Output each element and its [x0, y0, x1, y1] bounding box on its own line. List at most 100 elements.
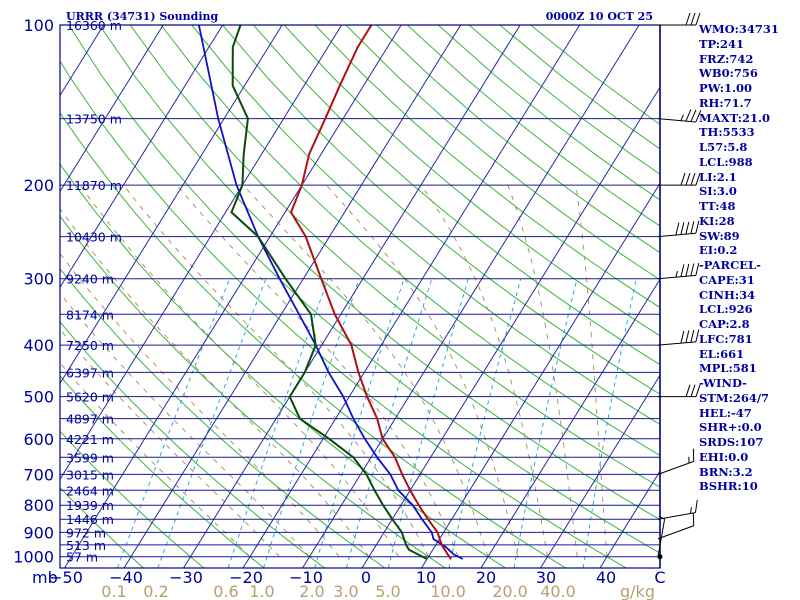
isotherm — [361, 86, 660, 568]
index-value: EL:661 — [699, 346, 745, 361]
isotherm — [242, 25, 581, 568]
mixing-ratio-line — [345, 278, 433, 568]
height-label: 13750 m — [66, 112, 122, 127]
index-value: EHI:0.0 — [699, 449, 749, 464]
index-value: SRDS:107 — [699, 435, 764, 449]
mixing-ratio-label: 10.0 — [430, 582, 466, 600]
height-label: 11870 m — [66, 178, 122, 193]
mixing-ratio-line — [448, 278, 522, 568]
index-value: SI:3.0 — [699, 184, 737, 199]
temperature-profile — [289, 25, 452, 560]
index-value: BSHR:10 — [699, 479, 758, 494]
pressure-tick-label: 200 — [23, 176, 54, 195]
dry-adiabat — [314, 25, 660, 309]
pressure-tick-label: 700 — [23, 465, 54, 484]
index-value: HEL:-47 — [699, 405, 752, 420]
height-label: 6397 m — [66, 365, 114, 380]
dry-adiabat — [253, 25, 660, 366]
isotherm — [183, 25, 521, 568]
wind-barb — [657, 448, 695, 475]
index-value: TT:48 — [699, 199, 736, 213]
isotherm — [0, 25, 44, 568]
isotherm — [60, 25, 224, 289]
mixing-ratio-label: 3.0 — [333, 582, 358, 600]
height-label: 4221 m — [66, 432, 114, 447]
dry-adiabat — [283, 25, 660, 337]
mixing-ratio-unit: g/kg — [620, 582, 655, 600]
isotherm — [60, 25, 283, 385]
temperature-tick-label: 0 — [361, 568, 371, 587]
temperature-tick-label: −10 — [289, 568, 323, 587]
moist-adiabat — [60, 252, 340, 557]
mixing-ratio-line — [227, 278, 329, 568]
index-value: BRN:3.2 — [699, 464, 753, 479]
mixing-ratio-line — [263, 278, 360, 568]
index-value: TH:5533 — [699, 125, 755, 140]
dry-adiabat — [60, 321, 325, 568]
pressure-tick-label: 100 — [23, 16, 54, 35]
moist-adiabat — [420, 184, 548, 557]
wind-barb — [657, 329, 700, 346]
moist-adiabat — [575, 185, 608, 557]
sounding-time: 0000Z 10 OCT 25 — [546, 10, 653, 23]
wind-barb — [658, 12, 701, 26]
temperature-tick-label: 40 — [596, 568, 616, 587]
pressure-tick-label: 1000 — [13, 548, 54, 567]
height-label: 4897 m — [66, 412, 114, 427]
wind-barb — [657, 513, 695, 540]
wind-barb — [658, 172, 701, 186]
index-value: WB0:756 — [699, 66, 758, 81]
isotherm — [302, 25, 640, 568]
height-label: 3015 m — [66, 467, 114, 482]
index-value: -PARCEL- — [699, 258, 761, 272]
mixing-ratio-line — [314, 278, 405, 568]
wind-barb — [657, 109, 702, 123]
index-value: L57:5.8 — [699, 140, 748, 154]
mixing-ratio-label: 1.0 — [249, 582, 274, 600]
temperature-tick-label: −20 — [229, 568, 263, 587]
dry-adiabat — [60, 60, 627, 568]
index-value: CAP:2.8 — [699, 317, 750, 331]
height-label: 9240 m — [66, 272, 114, 287]
isotherm — [64, 25, 402, 568]
pressure-tick-label: 900 — [23, 523, 54, 542]
mixing-ratio-line — [157, 278, 267, 568]
mixing-ratio-label: 40.0 — [540, 582, 576, 600]
dry-adiabat — [60, 486, 144, 568]
index-value: RH:71.7 — [699, 95, 752, 110]
height-label: 3599 m — [66, 450, 114, 465]
dry-adiabat — [60, 111, 567, 568]
dewpoint-profile — [230, 25, 428, 560]
mixing-ratio-label: 0.2 — [143, 582, 168, 600]
pressure-tick-label: 500 — [23, 388, 54, 407]
temperature-tick-label: 20 — [476, 568, 496, 587]
mixing-ratio-label: 0.6 — [213, 582, 238, 600]
height-label: 57 m — [66, 550, 98, 565]
dry-adiabat — [60, 215, 446, 568]
temperature-tick-label: −30 — [169, 568, 203, 587]
index-value: LFC:781 — [699, 331, 753, 346]
dry-adiabat — [60, 430, 205, 568]
moist-adiabat — [507, 184, 578, 557]
temperature-tick-label: 10 — [416, 568, 436, 587]
dry-adiabat — [60, 375, 265, 568]
mixing-ratio-label: 5.0 — [375, 582, 400, 600]
moist-adiabat — [123, 184, 429, 557]
index-value: MAXT:21.0 — [699, 110, 770, 125]
dry-adiabat — [345, 25, 660, 281]
index-value: -WIND- — [699, 376, 747, 390]
moist-adiabat — [243, 184, 489, 557]
height-label: 7250 m — [66, 338, 114, 353]
height-label: 1446 m — [66, 512, 114, 527]
sounding-title: URRR (34731) Sounding — [66, 10, 218, 23]
mixing-ratio-line — [116, 278, 231, 568]
isotherm — [60, 25, 343, 481]
dry-adiabat — [68, 25, 660, 554]
dry-adiabat — [376, 25, 660, 254]
dry-adiabat — [129, 25, 660, 488]
dry-adiabat — [98, 25, 660, 521]
isotherm — [421, 182, 660, 568]
dry-adiabat — [222, 25, 660, 395]
wind-barb — [657, 262, 700, 280]
